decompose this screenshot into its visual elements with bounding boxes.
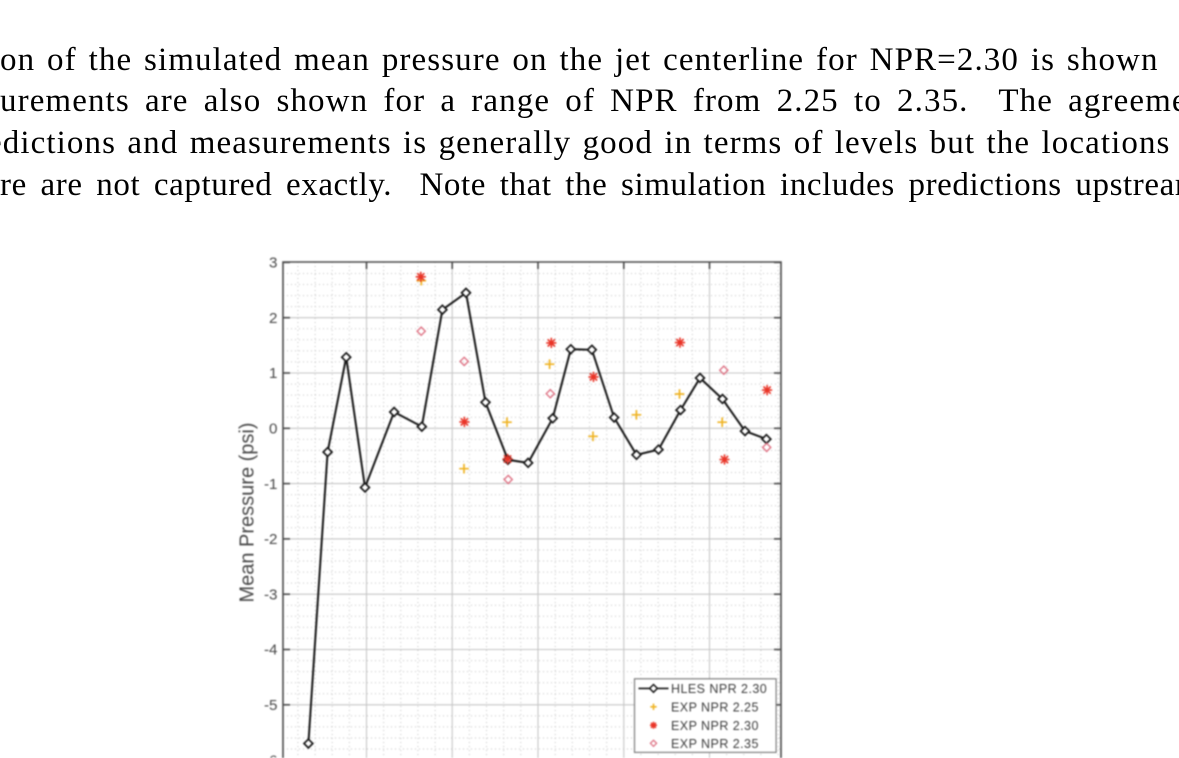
svg-text:-2: -2 bbox=[264, 531, 278, 548]
svg-text:Mean Pressure (psi): Mean Pressure (psi) bbox=[237, 422, 259, 602]
svg-text:EXP NPR 2.35: EXP NPR 2.35 bbox=[671, 737, 759, 751]
svg-text:0: 0 bbox=[269, 421, 277, 438]
svg-text:2: 2 bbox=[269, 310, 277, 327]
svg-text:-5: -5 bbox=[264, 697, 278, 714]
svg-text:3: 3 bbox=[269, 255, 277, 272]
svg-text:-4: -4 bbox=[264, 642, 278, 659]
svg-text:HLES NPR 2.30: HLES NPR 2.30 bbox=[671, 682, 767, 696]
svg-text:EXP NPR 2.30: EXP NPR 2.30 bbox=[671, 719, 759, 733]
svg-text:-1: -1 bbox=[264, 476, 278, 493]
svg-text:-3: -3 bbox=[264, 586, 278, 603]
svg-text:-6: -6 bbox=[264, 752, 278, 758]
svg-text:1: 1 bbox=[269, 365, 277, 382]
svg-text:EXP NPR 2.25: EXP NPR 2.25 bbox=[671, 700, 759, 714]
